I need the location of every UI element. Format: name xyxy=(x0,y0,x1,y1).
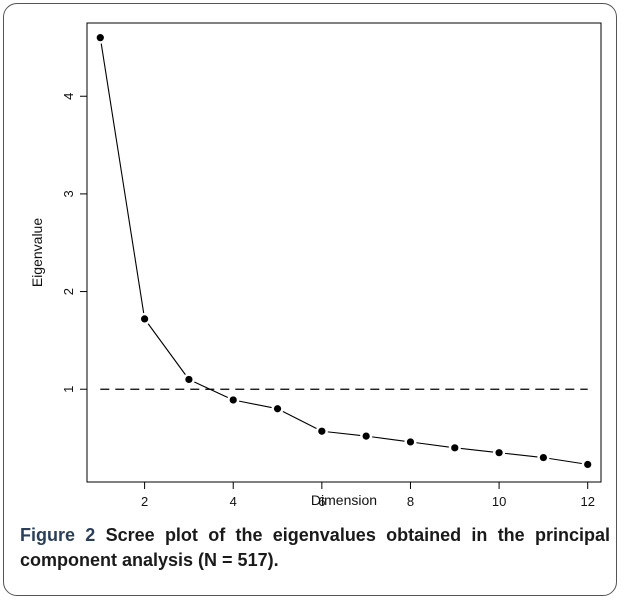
x-tick-label-8: 8 xyxy=(407,494,414,509)
data-point-9 xyxy=(451,444,459,452)
x-axis-title: Dimension xyxy=(311,492,377,508)
data-point-1 xyxy=(96,34,104,42)
series-segment-10 xyxy=(504,452,538,458)
x-tick-label-4: 4 xyxy=(230,494,237,509)
y-tick-label-4: 4 xyxy=(61,93,76,100)
series-segment-1 xyxy=(100,43,145,314)
figure-frame xyxy=(3,3,617,596)
data-point-3 xyxy=(185,375,193,384)
series-segment-2 xyxy=(147,323,186,375)
series-segment-3 xyxy=(194,381,229,398)
data-points xyxy=(96,34,592,469)
data-point-4 xyxy=(229,396,237,404)
x-tick-label-6: 6 xyxy=(318,494,325,509)
caption-text: Scree plot of the eigenvalues obtained i… xyxy=(20,525,610,570)
series-segment-9 xyxy=(460,447,494,453)
x-tick-label-12: 12 xyxy=(580,494,594,509)
series-segment-4 xyxy=(239,400,272,409)
y-tick-label-3: 3 xyxy=(61,190,76,197)
plot-area-border xyxy=(86,22,602,483)
x-tick-label-2: 2 xyxy=(141,494,148,509)
series-segment-8 xyxy=(416,442,449,448)
y-axis: 1 2 3 4 xyxy=(61,93,87,393)
figure-caption: Figure 2 Scree plot of the eigenvalues o… xyxy=(20,523,610,573)
x-axis: 2 4 6 8 10 12 xyxy=(141,482,595,509)
data-point-11 xyxy=(539,453,547,462)
data-point-5 xyxy=(273,405,282,413)
series-segment-5 xyxy=(282,410,317,429)
y-axis-title: Eigenvalue xyxy=(29,218,45,287)
data-point-12 xyxy=(584,460,592,469)
series-line xyxy=(100,43,582,465)
data-point-8 xyxy=(406,438,415,446)
data-point-10 xyxy=(495,449,503,457)
series-segment-6 xyxy=(327,431,361,436)
data-point-6 xyxy=(318,427,326,435)
x-tick-label-10: 10 xyxy=(492,494,506,509)
series-segment-11 xyxy=(549,457,582,465)
data-point-2 xyxy=(141,315,149,323)
y-tick-label-2: 2 xyxy=(61,288,76,295)
y-tick-label-1: 1 xyxy=(61,386,76,393)
series-segment-7 xyxy=(372,436,405,442)
data-point-7 xyxy=(362,432,370,440)
caption-label: Figure 2 xyxy=(20,525,96,545)
